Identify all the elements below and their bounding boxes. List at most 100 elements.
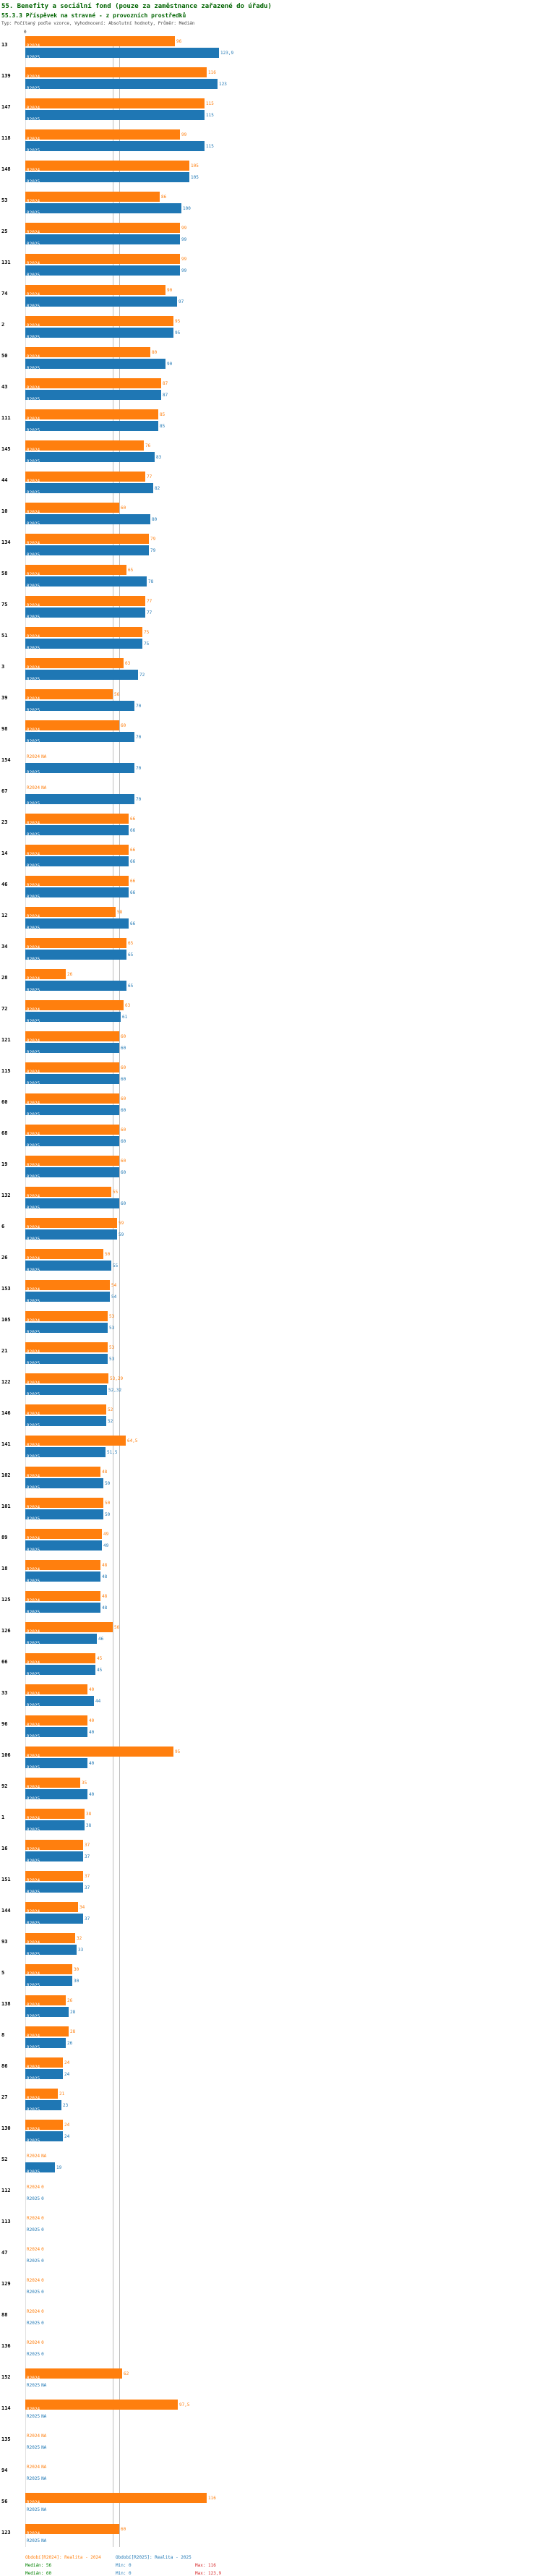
- bar-r2024: R2024: [25, 720, 119, 733]
- bar-line: R2024 50: [25, 1249, 542, 1261]
- row-bars: R2024 56 R2025 70: [25, 689, 542, 713]
- row-id-label: 148: [1, 166, 11, 172]
- bar-series-label: R2025: [27, 1672, 40, 1677]
- bar-value-label: 37: [85, 1842, 90, 1848]
- bar-group: 75 R2024 77 R2025 77: [0, 596, 542, 620]
- bar-value-label: 0: [41, 2227, 44, 2232]
- bar-series-label: R2024: [27, 1038, 40, 1044]
- bar-series-label: R2024: [27, 2376, 40, 2381]
- bar-series-label: R2025: [27, 957, 40, 962]
- bar-r2025: R2025: [25, 1105, 119, 1117]
- bar-group: 5 R2024 30 R2025 30: [0, 1964, 542, 1988]
- median-gridline: [119, 36, 120, 2547]
- bar-series-label: R2024: [27, 1163, 40, 1168]
- bar-series-label: R2024: [27, 1629, 40, 1634]
- row-id-label: 92: [1, 1783, 8, 1789]
- bar-line: R2024 26: [25, 1995, 542, 2008]
- bar-r2024: R2024: [25, 876, 129, 888]
- row-bars: R2024 99 R2025 99: [25, 254, 542, 278]
- bar-line: R2024 0: [25, 2244, 542, 2254]
- row-id-label: 132: [1, 1193, 11, 1198]
- bar-line: R2024 65: [25, 565, 542, 577]
- bar-value-label: 53: [109, 1325, 115, 1331]
- bar-series-label: R2024: [27, 2500, 40, 2505]
- row-id-label: 105: [1, 1317, 11, 1323]
- row-bars: R2024 75 R2025 75: [25, 627, 542, 651]
- row-id-label: 136: [1, 2343, 11, 2349]
- row-bars: R2024 58 R2025 66: [25, 907, 542, 931]
- bar-value-label: 48: [102, 1562, 108, 1568]
- bar-series-label: R2025: [27, 1268, 40, 1273]
- bar-series-label: R2024: [27, 2065, 40, 2070]
- bar-series-label: R2025: [27, 677, 40, 682]
- bar-series-label: R2025: [27, 2196, 40, 2201]
- row-id-label: 67: [1, 788, 8, 794]
- bar-line: R2024 NA: [25, 782, 542, 793]
- bar-series-label: R2025: [27, 1548, 40, 1553]
- row-id-label: 6: [1, 1224, 5, 1229]
- bar-line: R2025 28: [25, 2007, 542, 2019]
- bar-r2025: R2025: [25, 2069, 63, 2081]
- bar-group: 34 R2024 65 R2025 65: [0, 938, 542, 962]
- bar-group: 6 R2024 59 R2025 59: [0, 1218, 542, 1242]
- bar-line: R2024 24: [25, 2057, 542, 2070]
- bar-group: 18 R2024 48 R2025 48: [0, 1560, 542, 1584]
- bar-line: R2025 26: [25, 2038, 542, 2050]
- bar-series-label: R2024: [27, 1474, 40, 1479]
- bar-series-label: R2024: [27, 2277, 40, 2283]
- row-bars: R2024 NA R2025 NA: [25, 2462, 542, 2485]
- row-bars: R2024 86 R2025 100: [25, 192, 542, 216]
- bar-r2025: R2025: [25, 297, 177, 309]
- row-bars: R2024 53,29 R2025 52,32: [25, 1373, 542, 1397]
- bar-line: R2024 87: [25, 378, 542, 391]
- bar-line: R2025 72: [25, 670, 542, 682]
- bar-series-label: R2025: [27, 397, 40, 402]
- row-bars: R2024 48 R2025 50: [25, 1467, 542, 1490]
- row-id-label: 16: [1, 1846, 8, 1851]
- bar-r2024: R2024: [25, 596, 145, 608]
- bar-series-label: R2025: [27, 273, 40, 278]
- bar-line: R2024 86: [25, 192, 542, 204]
- bar-value-label: 115: [206, 143, 214, 149]
- bar-series-label: R2024: [27, 199, 40, 204]
- bar-r2025: R2025: [25, 1136, 119, 1148]
- bar-value-label: 60: [121, 1127, 126, 1133]
- bar-group: 3 R2024 63 R2025 72: [0, 658, 542, 682]
- bar-r2024: R2024: [25, 1933, 75, 1945]
- bar-r2024: R2024: [25, 2120, 63, 2132]
- bar-group: 68 R2024 60 R2025 60: [0, 1125, 542, 1148]
- bar-value-label: 49: [103, 1531, 109, 1537]
- row-id-label: 151: [1, 1877, 11, 1882]
- bar-r2024: R2024: [25, 1187, 111, 1199]
- bar-r2024: R2024: [25, 627, 142, 639]
- bar-line: R2025 NA: [25, 2380, 542, 2390]
- bar-series-label: R2025: [27, 148, 40, 153]
- bar-r2025: R2025: [25, 110, 205, 122]
- bar-line: R2025 53: [25, 1323, 542, 1335]
- row-id-label: 47: [1, 2250, 8, 2256]
- row-id-label: 86: [1, 2063, 8, 2069]
- bar-group: 23 R2024 66 R2025 66: [0, 814, 542, 837]
- bar-r2025: R2025: [25, 825, 129, 837]
- bar-value-label: 48: [102, 1593, 108, 1599]
- row-id-label: 114: [1, 2405, 11, 2411]
- row-id-label: 10: [1, 508, 8, 514]
- bar-r2024: R2024: [25, 1125, 119, 1137]
- bar-series-label: R2024: [27, 541, 40, 546]
- row-id-label: 130: [1, 2125, 11, 2131]
- bar-value-label: 79: [150, 547, 156, 553]
- bar-value-label: 0: [41, 2258, 44, 2264]
- bar-line: R2024 56: [25, 1622, 542, 1634]
- bar-value-label: 24: [64, 2060, 70, 2065]
- bar-line: R2024 85: [25, 409, 542, 422]
- bar-series-label: R2024: [27, 2153, 40, 2159]
- bar-r2024: R2024: [25, 1218, 117, 1230]
- bar-value-label: 97: [178, 299, 184, 304]
- row-id-label: 102: [1, 1472, 11, 1478]
- bar-r2024: R2024: [25, 1591, 100, 1603]
- bar-value-label: 55: [113, 1263, 119, 1268]
- row-id-label: 5: [1, 1970, 5, 1976]
- bar-series-label: R2025: [27, 2475, 40, 2481]
- bar-series-label: R2024: [27, 1349, 40, 1355]
- bar-line: R2024 NA: [25, 2151, 542, 2161]
